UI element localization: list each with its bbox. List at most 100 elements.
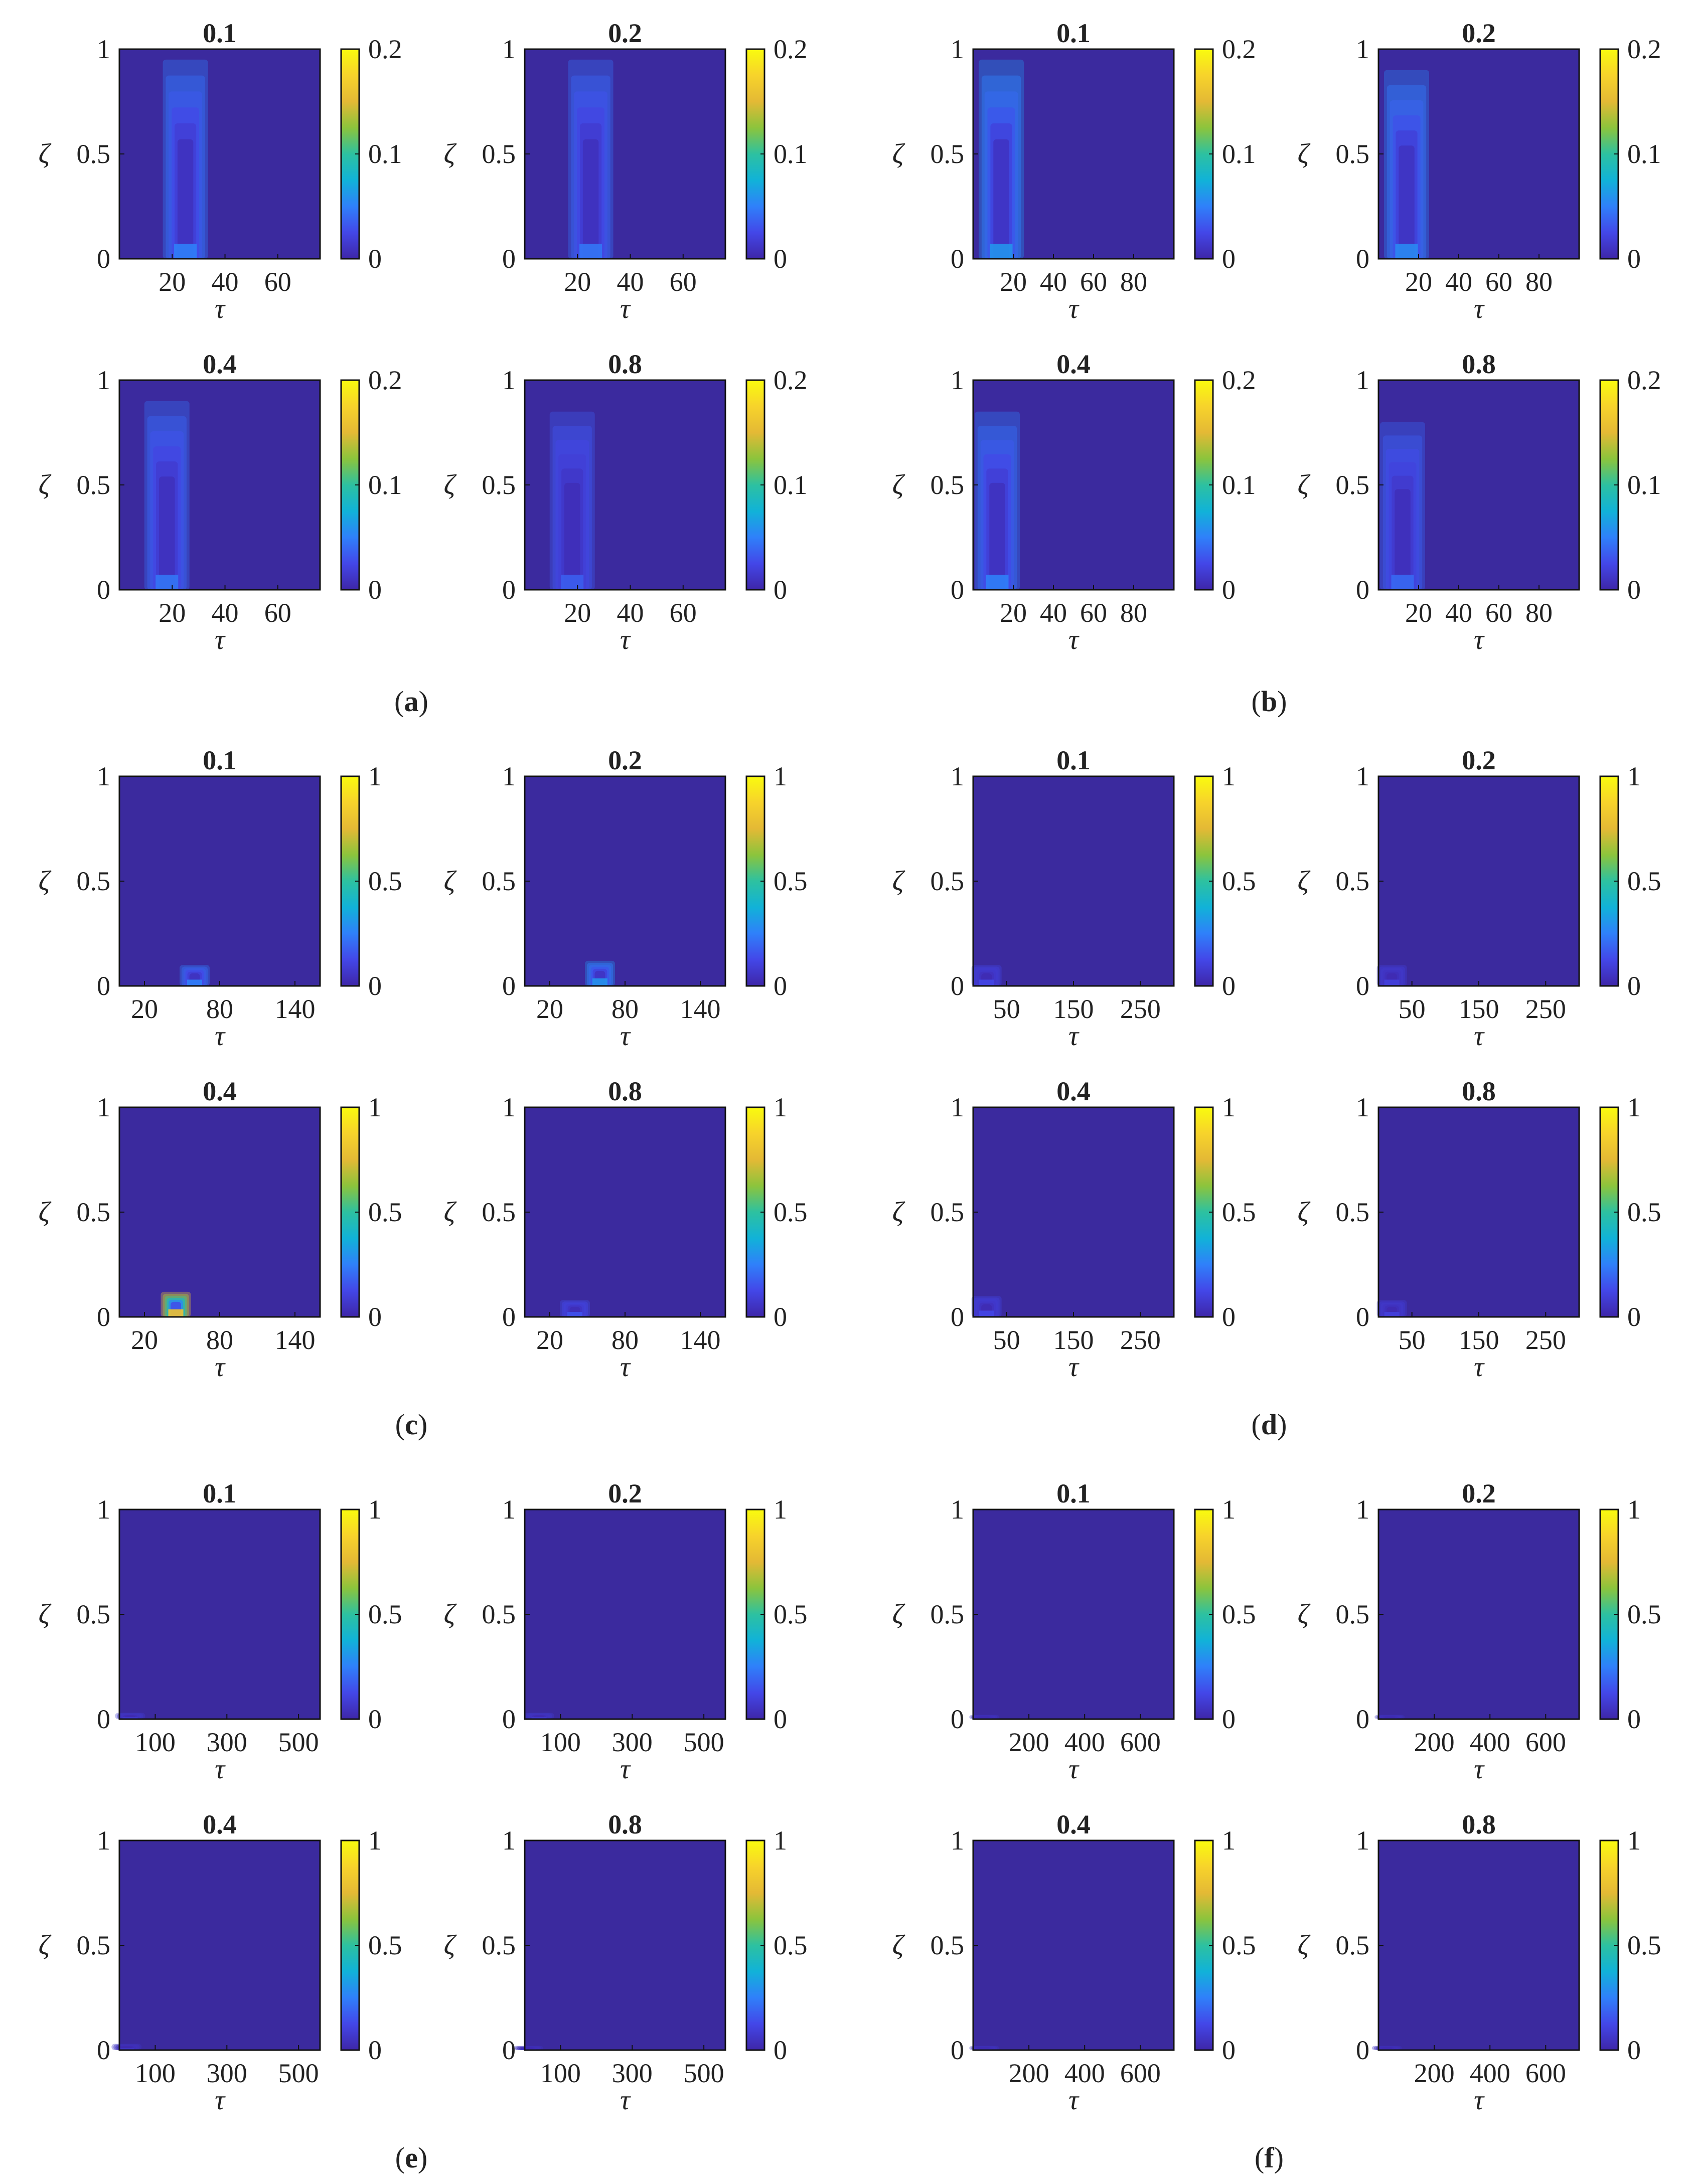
hotspot-cell	[582, 139, 599, 259]
y-tick-label: 0	[1356, 1704, 1369, 1734]
colorbar-tick-label: 0	[368, 1704, 382, 1734]
y-tick-label: 0	[97, 1302, 110, 1332]
y-tick-label: 1	[502, 365, 516, 395]
y-tick-label: 0	[951, 244, 964, 274]
x-tick-label: 300	[207, 2058, 247, 2088]
colorbar-tick-label: 0	[774, 2035, 787, 2065]
heatmap-field	[525, 1509, 725, 1719]
subplot-b-0.1: 0.1 0 0.5 1 ζ 20 40 60 80 τ 0 0.1 0.2	[892, 18, 1256, 324]
heatmap-field	[525, 1107, 725, 1317]
colorbar-tick-label: 0.2	[368, 365, 402, 395]
colorbar-tick-label: 1	[774, 1092, 787, 1122]
y-axis-label: ζ	[39, 469, 52, 500]
y-tick-label: 0	[951, 971, 964, 1001]
x-tick-label: 60	[670, 267, 697, 297]
colorbar-tick-label: 0.1	[1627, 139, 1661, 169]
x-tick-label: 600	[1120, 1727, 1161, 1757]
subplot-title: 0.4	[1056, 1809, 1091, 1839]
x-tick-label: 40	[212, 598, 239, 628]
x-tick-label: 20	[1405, 267, 1432, 297]
subplot-title: 0.2	[1462, 18, 1496, 48]
y-tick-label: 0.5	[1336, 866, 1370, 896]
x-tick-label: 60	[1080, 598, 1107, 628]
y-axis-label: ζ	[444, 866, 457, 897]
subplot-title: 0.8	[1462, 1076, 1496, 1106]
heatmap-field	[1378, 1107, 1579, 1317]
x-tick-label: 100	[135, 1727, 176, 1757]
x-tick-label: 80	[611, 994, 639, 1024]
y-axis-label: ζ	[444, 1197, 457, 1228]
x-tick-label: 60	[1485, 267, 1512, 297]
colorbar-tick-label: 0.5	[1222, 1930, 1256, 1960]
colorbar-tick-label: 0.2	[1627, 365, 1661, 395]
subplot-a-0.4: 0.4 0 0.5 1 ζ 20 40 60 τ 0 0.1 0.2	[39, 349, 402, 655]
subplot-e-0.8: 0.8 0 0.5 1 ζ 100 300 500 τ 0 0.5 1	[444, 1809, 808, 2116]
x-tick-label: 80	[206, 1325, 233, 1355]
subplot-title: 0.1	[1056, 745, 1091, 775]
hotspot-peak	[1395, 244, 1418, 259]
hotspot-cell	[564, 482, 580, 590]
subplot-title: 0.8	[1462, 1809, 1496, 1839]
y-tick-label: 1	[951, 34, 964, 64]
x-tick-label: 50	[993, 1325, 1020, 1355]
x-axis-label: τ	[1474, 1754, 1485, 1785]
colorbar-tick-label: 0	[1222, 575, 1236, 605]
x-tick-label: 140	[680, 994, 721, 1024]
colorbar-tick-label: 0.5	[774, 1197, 808, 1227]
x-axis-label: τ	[1474, 1021, 1485, 1052]
colorbar-tick-label: 1	[368, 1494, 382, 1525]
y-tick-label: 0.5	[1336, 1930, 1370, 1960]
colorbar-tick-label: 1	[1222, 761, 1236, 791]
colorbar-tick-label: 0.5	[368, 866, 402, 896]
subplot-d-0.8: 0.8 0 0.5 1 ζ 50 150 250 τ 0 0.5 1	[1298, 1076, 1661, 1383]
colorbar-tick-label: 1	[1627, 1092, 1641, 1122]
x-tick-label: 400	[1470, 1727, 1510, 1757]
x-axis-label: τ	[620, 1754, 631, 1785]
subplot-title: 0.1	[203, 745, 237, 775]
x-tick-label: 600	[1525, 2058, 1566, 2088]
colorbar-tick-label: 0	[368, 244, 382, 274]
hotspot-peak	[567, 1311, 582, 1317]
subplot-title: 0.4	[1056, 1076, 1091, 1106]
x-tick-label: 500	[278, 2058, 319, 2088]
subplot-a-0.1: 0.1 0 0.5 1 ζ 20 40 60 τ 0 0.1 0.2	[39, 18, 402, 324]
hotspot-peak	[979, 979, 994, 986]
y-tick-label: 1	[502, 34, 516, 64]
subplot-title: 0.4	[1056, 349, 1091, 379]
y-tick-label: 0.5	[482, 470, 516, 500]
y-tick-label: 0.5	[931, 139, 965, 169]
x-tick-label: 100	[540, 2058, 581, 2088]
colorbar-tick-label: 0.5	[1222, 1197, 1256, 1227]
hotspot-cell	[1399, 145, 1415, 259]
colorbar-tick-label: 0.2	[368, 34, 402, 64]
x-axis-label: τ	[1068, 2085, 1080, 2116]
y-tick-label: 1	[97, 1092, 110, 1122]
hotspot-peak	[187, 979, 202, 986]
hotspot-cell	[989, 482, 1005, 590]
colorbar-tick-label: 0.5	[1627, 1197, 1661, 1227]
hotspot-peak	[979, 1310, 994, 1317]
y-axis-label: ζ	[39, 1930, 52, 1961]
panel-label: (d)	[1252, 1408, 1287, 1441]
y-tick-label: 0	[1356, 971, 1369, 1001]
heatmap-field	[119, 49, 320, 259]
subplot-c-0.1: 0.1 0 0.5 1 ζ 20 80 140 τ 0 0.5 1	[39, 745, 402, 1052]
colorbar-tick-label: 1	[1627, 1494, 1641, 1525]
colorbar-tick-label: 1	[1627, 761, 1641, 791]
subplot-f-0.8: 0.8 0 0.5 1 ζ 200 400 600 τ 0 0.5 1	[1298, 1809, 1661, 2116]
colorbar-tick-label: 0	[1627, 1704, 1641, 1734]
colorbar-tick-label: 0	[368, 1302, 382, 1332]
y-tick-label: 1	[1356, 1825, 1369, 1856]
x-axis-label: τ	[620, 1352, 631, 1383]
x-tick-label: 40	[1445, 267, 1472, 297]
subplot-title: 0.2	[1462, 745, 1496, 775]
subplot-a-0.8: 0.8 0 0.5 1 ζ 20 40 60 τ 0 0.1 0.2	[444, 349, 808, 655]
subplot-title: 0.8	[608, 1076, 642, 1106]
y-axis-label: ζ	[444, 469, 457, 500]
subplot-title: 0.1	[1056, 18, 1091, 48]
y-tick-label: 1	[951, 1825, 964, 1856]
heatmap-field	[119, 776, 320, 986]
y-tick-label: 0	[502, 244, 516, 274]
y-tick-label: 1	[1356, 1092, 1369, 1122]
x-tick-label: 20	[536, 994, 563, 1024]
